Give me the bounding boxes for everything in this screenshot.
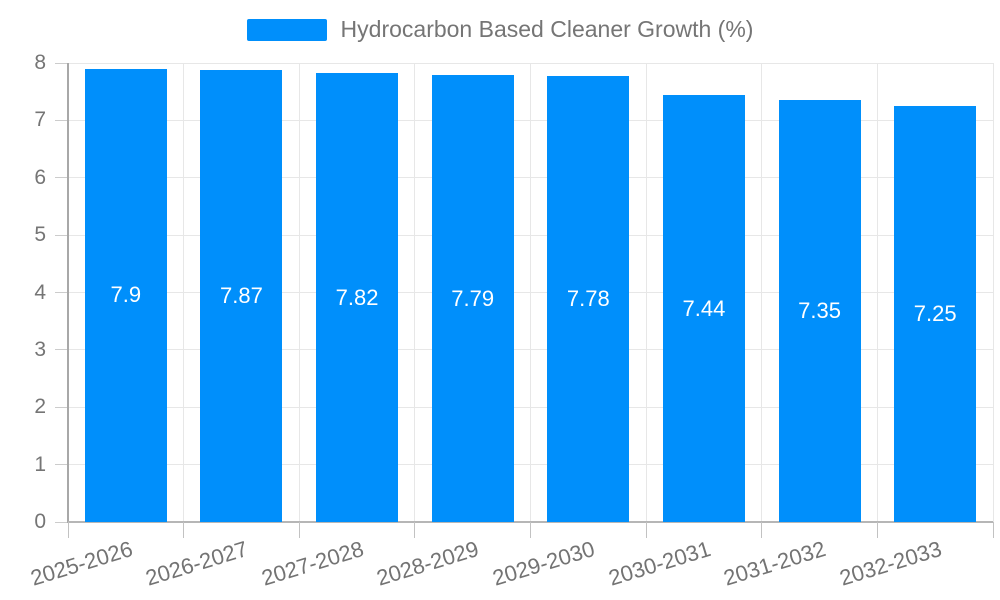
x-axis-tick <box>761 522 763 538</box>
gridline-vertical <box>298 63 300 522</box>
bar[interactable] <box>547 75 630 522</box>
y-axis-tick <box>55 119 68 121</box>
y-axis-tick <box>55 177 68 179</box>
x-axis-tick <box>992 522 994 538</box>
legend-item[interactable]: Hydrocarbon Based Cleaner Growth (%) <box>0 16 1000 43</box>
y-axis-tick <box>55 521 68 523</box>
x-axis-label: 2031-2032 <box>720 536 829 591</box>
gridline-vertical <box>876 63 878 522</box>
x-axis-label: 2026-2027 <box>142 536 251 591</box>
x-axis-label: 2025-2026 <box>27 536 136 591</box>
x-axis-tick <box>67 522 69 538</box>
x-axis-label: 2028-2029 <box>374 536 482 591</box>
y-axis-label: 3 <box>34 337 46 361</box>
y-axis-tick <box>55 292 68 293</box>
y-axis-label: 1 <box>34 452 46 476</box>
gridline-vertical <box>761 63 763 522</box>
y-axis-label: 5 <box>34 223 46 247</box>
bar[interactable] <box>84 68 167 522</box>
y-axis-label: 4 <box>34 280 46 304</box>
y-axis-label: 2 <box>34 395 46 419</box>
gridline-vertical <box>645 63 647 522</box>
y-axis-tick <box>55 349 68 351</box>
y-axis-label: 7 <box>34 108 46 132</box>
bar[interactable] <box>894 106 977 522</box>
bar[interactable] <box>778 100 861 522</box>
y-axis-label: 6 <box>34 165 46 189</box>
y-axis-line <box>67 63 69 523</box>
legend-swatch <box>246 18 327 41</box>
gridline-vertical <box>530 63 531 522</box>
x-axis-tick <box>414 522 416 538</box>
x-axis-label: 2032-2033 <box>836 536 945 591</box>
bar[interactable] <box>662 95 745 522</box>
x-axis-label: 2030-2031 <box>605 536 714 591</box>
x-axis-tick <box>645 522 647 538</box>
x-axis-tick <box>183 522 185 538</box>
y-axis-tick <box>55 234 68 236</box>
x-axis-label: 2027-2028 <box>258 536 367 591</box>
bar[interactable] <box>200 70 283 522</box>
y-axis-tick <box>55 464 68 466</box>
x-axis-tick <box>298 522 300 538</box>
bar[interactable] <box>431 75 514 522</box>
x-axis-tick <box>530 522 531 538</box>
legend-label: Hydrocarbon Based Cleaner Growth (%) <box>340 16 754 42</box>
y-axis-tick <box>55 62 68 64</box>
bar[interactable] <box>316 73 399 522</box>
y-axis-label: 0 <box>34 510 46 533</box>
y-axis-label: 8 <box>34 51 46 74</box>
gridline-vertical <box>992 63 994 522</box>
x-axis-label: 2029-2030 <box>489 536 598 591</box>
gridline-vertical <box>183 63 185 522</box>
gridline-vertical <box>414 63 416 522</box>
y-axis-tick <box>55 406 68 408</box>
x-axis-tick <box>876 522 878 538</box>
